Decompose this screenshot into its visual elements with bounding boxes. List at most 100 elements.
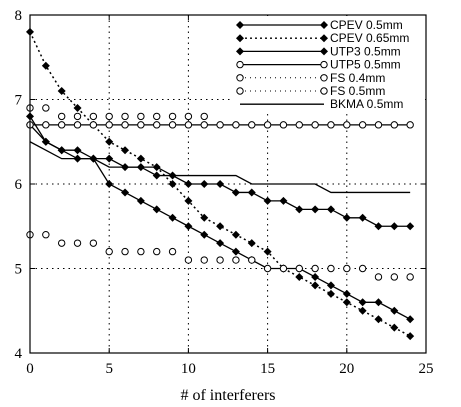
legend-marker	[236, 34, 244, 43]
data-point	[342, 289, 351, 298]
data-point	[121, 121, 129, 129]
data-point	[263, 247, 272, 256]
data-point	[342, 298, 351, 307]
series-line	[29, 116, 411, 227]
data-point	[216, 256, 224, 264]
data-point	[279, 196, 288, 205]
y-tick-label: 8	[15, 8, 23, 24]
data-point	[73, 103, 82, 112]
data-point	[343, 264, 351, 273]
data-point	[136, 196, 145, 205]
series-bkma-0-5mm	[29, 141, 411, 194]
x-tick-label: 20	[339, 361, 354, 377]
data-point	[121, 247, 129, 256]
data-point	[327, 264, 335, 273]
data-point	[41, 137, 50, 146]
data-point	[248, 256, 256, 264]
data-point	[374, 222, 383, 231]
data-point	[200, 256, 208, 264]
data-point	[168, 121, 177, 129]
y-tick-label: 4	[15, 346, 23, 362]
data-point	[105, 180, 114, 188]
legend-label: FS 0.5mm	[330, 84, 385, 98]
data-point	[184, 112, 193, 121]
data-point	[168, 180, 177, 188]
data-point	[231, 188, 240, 197]
data-point	[231, 230, 240, 239]
data-point	[89, 112, 98, 121]
data-point	[200, 180, 209, 188]
data-point	[42, 231, 50, 239]
data-point	[73, 121, 82, 129]
legend-marker	[320, 87, 328, 95]
data-point	[248, 121, 256, 129]
data-point	[279, 121, 288, 129]
data-point	[390, 222, 399, 231]
data-point	[89, 121, 98, 129]
x-axis-label: # of interferers	[180, 387, 275, 404]
legend-entry: UTP3 0.5mm	[236, 44, 401, 58]
data-point	[406, 222, 415, 231]
data-point	[358, 264, 367, 273]
data-point	[200, 112, 208, 121]
data-point	[311, 281, 320, 290]
data-point	[168, 247, 177, 256]
data-point	[57, 112, 66, 121]
data-point	[374, 121, 383, 129]
data-point	[105, 137, 114, 146]
data-point	[247, 188, 256, 197]
data-point	[184, 180, 193, 188]
data-point	[263, 196, 272, 205]
legend-marker	[320, 60, 328, 69]
data-point	[358, 306, 367, 315]
legend-marker	[236, 47, 244, 56]
data-point	[406, 121, 414, 129]
data-point	[57, 239, 66, 247]
legend-entry: FS 0.4mm	[236, 71, 385, 85]
data-point	[121, 112, 129, 121]
data-point	[311, 205, 320, 214]
legend-entry: BKMA 0.5mm	[240, 97, 403, 111]
legend-marker	[236, 74, 244, 82]
data-point	[200, 121, 208, 129]
data-point	[295, 205, 304, 214]
data-point	[137, 121, 145, 129]
data-point	[263, 121, 272, 129]
legend-marker	[236, 60, 244, 69]
data-point	[342, 213, 351, 222]
data-point	[152, 171, 161, 180]
data-point	[136, 154, 145, 163]
data-point	[152, 205, 161, 214]
data-point	[358, 213, 367, 222]
data-point	[343, 121, 351, 129]
x-tick-label: 10	[181, 361, 196, 377]
legend-label: CPEV 0.65mm	[330, 31, 409, 45]
data-point	[295, 272, 304, 281]
series-line	[29, 124, 411, 320]
series-utp5-0-5mm	[26, 121, 414, 129]
data-point	[184, 256, 193, 264]
data-point	[41, 61, 50, 70]
y-tick-label: 7	[15, 93, 23, 109]
legend-entry: UTP5 0.5mm	[236, 58, 401, 72]
data-point	[105, 121, 113, 129]
series-layer	[26, 27, 415, 341]
data-point	[105, 112, 113, 121]
data-point	[279, 264, 288, 273]
data-point	[105, 247, 113, 256]
series-line	[29, 141, 411, 194]
data-point	[42, 104, 50, 112]
legend-entry: FS 0.5mm	[236, 84, 385, 98]
data-point	[406, 273, 414, 281]
data-point	[184, 121, 193, 129]
data-point	[231, 247, 240, 256]
data-point	[105, 154, 114, 163]
data-point	[232, 121, 240, 129]
data-point	[232, 256, 240, 264]
data-point	[390, 121, 399, 129]
data-point	[216, 222, 225, 231]
data-point	[358, 298, 367, 307]
legend-marker	[236, 21, 244, 29]
legend-label: BKMA 0.5mm	[330, 97, 403, 111]
legend-label: UTP3 0.5mm	[330, 44, 401, 58]
